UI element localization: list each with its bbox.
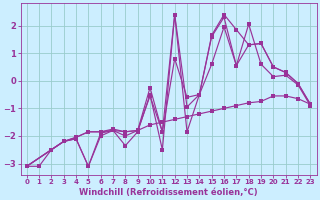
X-axis label: Windchill (Refroidissement éolien,°C): Windchill (Refroidissement éolien,°C) bbox=[79, 188, 258, 197]
